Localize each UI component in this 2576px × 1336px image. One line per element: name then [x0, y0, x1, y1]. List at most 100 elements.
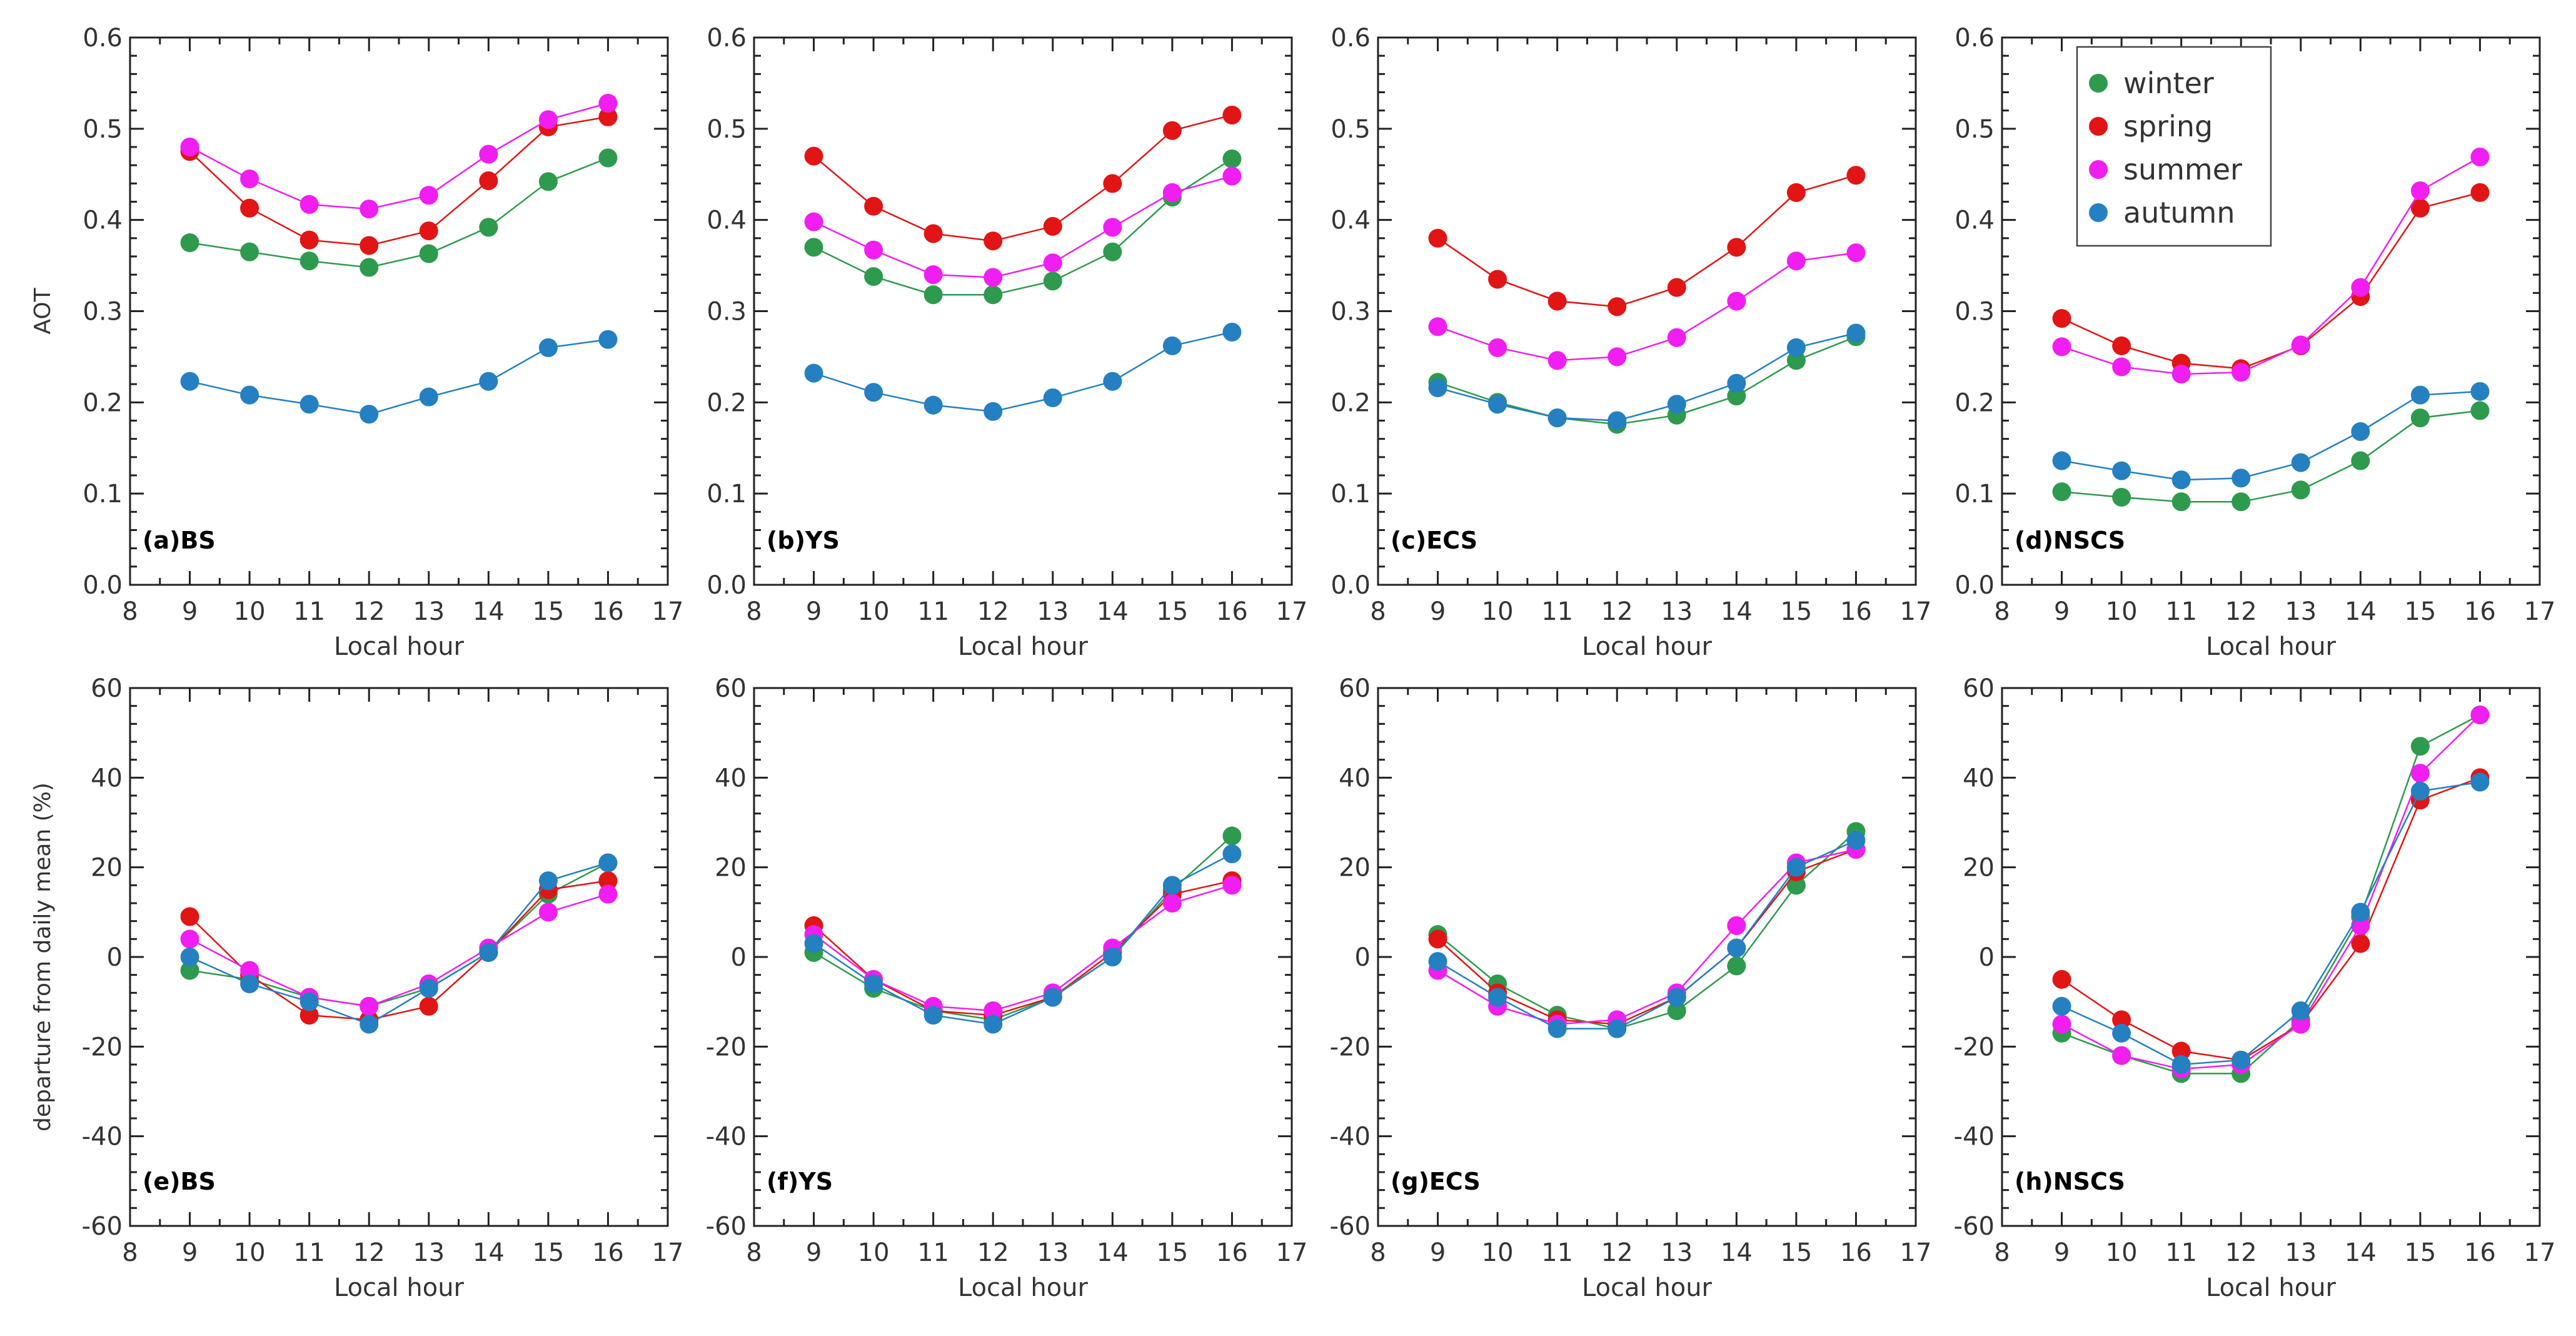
data-point-autumn: [1547, 1019, 1567, 1038]
data-point-summer: [2410, 181, 2430, 200]
x-tick-label: 12: [1601, 597, 1633, 626]
data-point-winter: [1103, 242, 1122, 261]
plot-frame: [129, 687, 669, 1227]
y-tick-label: 0.6: [83, 24, 123, 53]
x-tick-label: 14: [473, 1238, 505, 1267]
x-axis-label: Local hour: [1582, 632, 1713, 661]
series-winter: [2052, 401, 2490, 512]
data-point-autumn: [419, 387, 438, 407]
y-tick-label: -20: [1954, 1033, 1995, 1061]
x-axis-label: Local hour: [958, 1273, 1089, 1302]
series-line-autumn: [1437, 332, 1856, 422]
data-point-spring: [1607, 297, 1627, 316]
x-tick-label: 17: [652, 1238, 684, 1267]
data-point-autumn: [1222, 323, 1242, 342]
x-tick-label: 9: [2054, 1238, 2070, 1267]
data-point-summer: [180, 138, 199, 156]
data-point-autumn: [1103, 372, 1122, 391]
legend-marker-autumn: [2089, 203, 2108, 222]
x-tick-label: 15: [2404, 1238, 2436, 1267]
data-point-spring: [1667, 278, 1686, 297]
data-point-summer: [2052, 1015, 2071, 1034]
panel-fys: 8 9 10 11 12 13 14 15 16 17 -60 -40 -20 0 20 40 60 Local …: [706, 674, 1308, 1302]
data-point-summer: [1103, 218, 1122, 237]
x-axis-label: Local hour: [334, 1273, 465, 1302]
data-point-summer: [2112, 357, 2131, 377]
data-point-winter: [984, 285, 1003, 305]
data-point-winter: [299, 251, 319, 271]
data-point-autumn: [2351, 422, 2370, 441]
x-tick-label: 11: [1541, 1238, 1573, 1267]
y-tick-label: 20: [715, 854, 747, 883]
data-point-autumn: [538, 338, 558, 357]
y-tick-label: -40: [1330, 1123, 1371, 1151]
data-point-winter: [240, 242, 259, 261]
series-summer: [180, 884, 618, 1016]
data-point-summer: [804, 212, 823, 231]
series-line-summer: [2061, 156, 2481, 375]
x-tick-label: 8: [746, 597, 762, 626]
data-point-summer: [1727, 916, 1746, 935]
data-point-autumn: [360, 1015, 379, 1034]
x-tick-label: 8: [1370, 1238, 1386, 1267]
panel-label: (f)YS: [767, 1168, 833, 1195]
x-tick-label: 15: [1156, 1238, 1188, 1267]
y-tick-label: 0.5: [707, 115, 747, 144]
data-point-spring: [923, 224, 943, 243]
data-point-summer: [2470, 706, 2490, 724]
data-point-winter: [1222, 826, 1242, 846]
x-tick-label: 13: [1661, 597, 1693, 626]
x-tick-label: 9: [806, 597, 822, 626]
data-point-autumn: [1222, 844, 1242, 864]
series-summer: [804, 166, 1242, 287]
data-point-summer: [2351, 278, 2370, 297]
x-tick-label: 15: [532, 597, 564, 626]
data-point-winter: [1667, 1001, 1686, 1020]
data-point-winter: [2351, 451, 2370, 470]
data-point-winter: [1222, 149, 1242, 168]
x-tick-label: 10: [2106, 597, 2138, 626]
series-autumn: [180, 330, 618, 424]
data-point-autumn: [2231, 1050, 2251, 1070]
series-line-spring: [2061, 777, 2480, 1061]
x-tick-label: 10: [234, 597, 266, 626]
x-tick-label: 16: [2464, 1238, 2496, 1267]
y-tick-label: 40: [91, 764, 123, 792]
x-tick-label: 12: [2225, 597, 2257, 626]
series-line-summer: [813, 884, 1232, 1012]
x-tick-label: 11: [917, 1238, 949, 1267]
x-tick-label: 13: [1661, 1238, 1693, 1267]
data-point-autumn: [2112, 461, 2131, 480]
series-line-spring: [189, 116, 608, 246]
x-tick-label: 9: [1430, 597, 1446, 626]
data-point-autumn: [299, 992, 319, 1011]
data-point-spring: [2052, 309, 2071, 328]
series-line-summer: [189, 102, 608, 210]
series-line-summer: [1437, 848, 1856, 1025]
series-autumn: [2052, 382, 2490, 490]
series-line-spring: [1437, 848, 1856, 1025]
legend-label-autumn: autumn: [2123, 196, 2235, 230]
data-point-summer: [479, 144, 498, 164]
panel-abs: 8 9 10 11 12 13 14 15 16 17 0.0 0.1 0.2 0.3 0.4 0.5 0.6 L…: [30, 24, 683, 661]
data-point-autumn: [2231, 468, 2251, 488]
x-tick-label: 8: [1370, 597, 1386, 626]
data-point-spring: [1488, 270, 1507, 289]
data-point-summer: [1547, 351, 1567, 370]
y-tick-label: 40: [715, 764, 747, 792]
data-point-spring: [1786, 183, 1806, 202]
data-point-autumn: [360, 405, 379, 424]
data-point-summer: [180, 929, 199, 949]
x-tick-label: 8: [1994, 1238, 2010, 1267]
x-tick-label: 16: [1216, 1238, 1248, 1267]
data-point-autumn: [1043, 988, 1062, 1007]
data-point-summer: [1488, 338, 1507, 357]
data-point-autumn: [864, 383, 883, 402]
data-point-spring: [2052, 969, 2071, 989]
data-point-autumn: [2171, 470, 2191, 490]
data-point-autumn: [923, 1006, 943, 1025]
x-tick-label: 13: [1037, 597, 1069, 626]
x-axis-label: Local hour: [1582, 1273, 1713, 1302]
y-tick-label: 0.6: [707, 24, 747, 53]
data-point-autumn: [2470, 382, 2490, 401]
